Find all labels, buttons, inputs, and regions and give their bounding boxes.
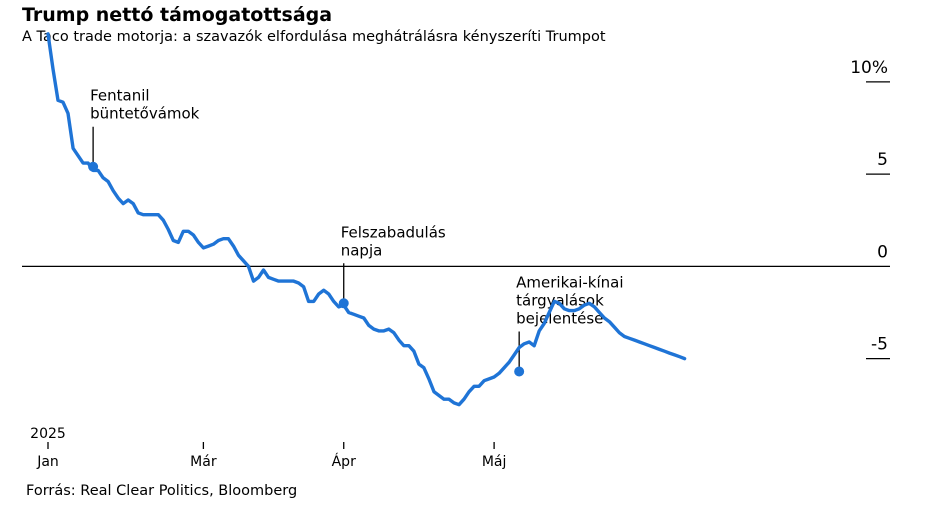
x-axis: Jan 2025 Már Ápr Máj: [30, 426, 506, 470]
y-tick-label: 5: [877, 150, 888, 170]
x-tick-label: Ápr: [332, 453, 356, 470]
annotation-label: Felszabadulás napja: [341, 223, 446, 259]
x-tick-label: Már: [190, 454, 217, 470]
annotation-label: Fentanil büntetővámok: [90, 87, 200, 123]
x-tick-label: Jan: [36, 454, 59, 470]
y-tick-label: 10%: [850, 58, 888, 78]
annotation-marker: [338, 298, 349, 309]
x-year-label: 2025: [30, 426, 66, 442]
chart-title: Trump nettó támogatottsága: [22, 4, 333, 26]
series-line: [46, 32, 687, 407]
chart-subtitle: A Taco trade motorja: a szavazók elfordu…: [22, 29, 606, 45]
annotation-marker: [514, 366, 525, 377]
y-axis: 10% 5 0 -5: [850, 58, 890, 360]
line-chart: 10% 5 0 -5 Jan 2025 Már Ápr Máj Fentanil büntető…: [22, 32, 890, 470]
y-tick-label: 0: [877, 242, 888, 262]
source-note: Forrás: Real Clear Politics, Bloomberg: [26, 483, 298, 499]
annotation-markers: [88, 161, 525, 377]
y-tick-label: -5: [871, 335, 888, 355]
x-tick-label: Máj: [482, 454, 507, 470]
annotation-marker: [88, 161, 99, 172]
series-group: [46, 32, 687, 407]
